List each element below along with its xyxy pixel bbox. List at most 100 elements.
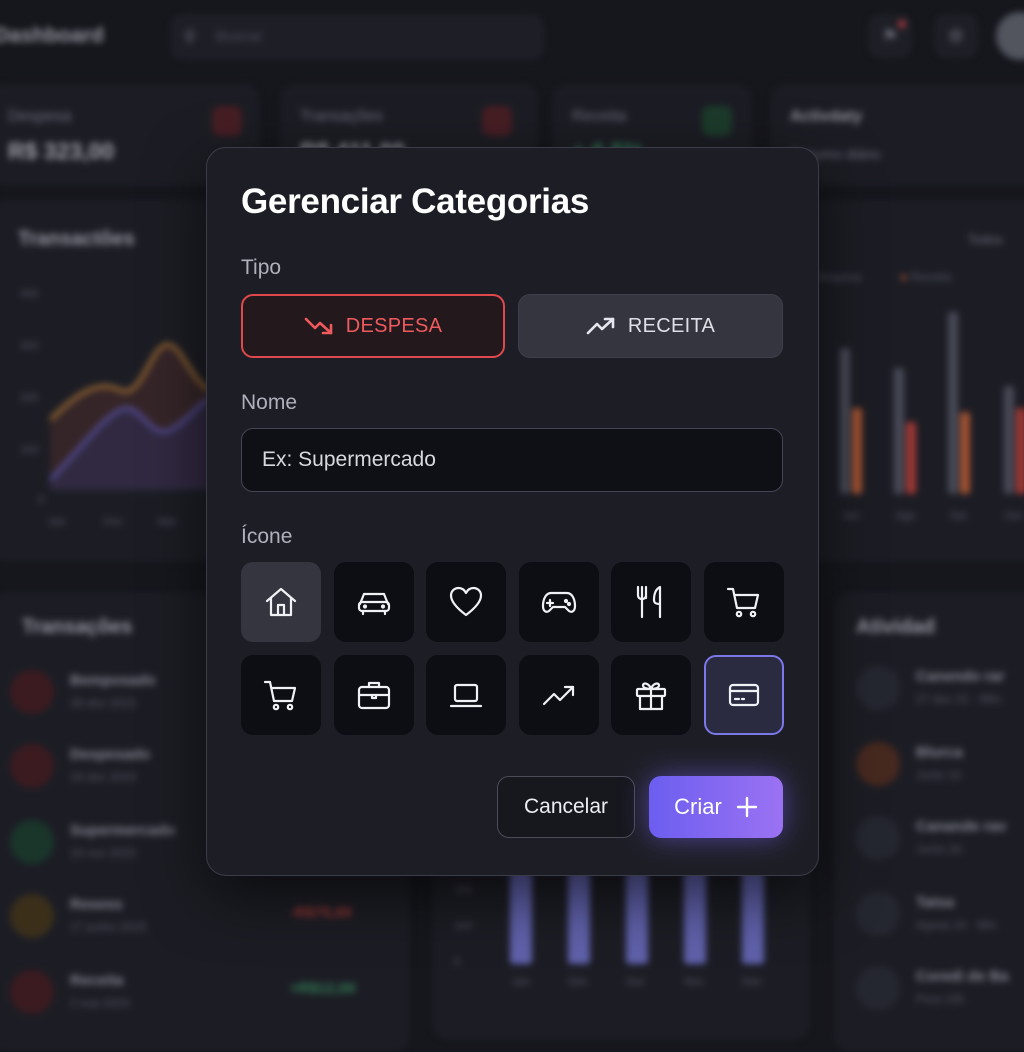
x-tick: Fev [104, 516, 123, 528]
bar [742, 870, 764, 964]
search-icon: ⚲ [184, 29, 196, 46]
x-tick: Jan [512, 976, 530, 988]
list-item[interactable]: Tatsa Agosa 1h · Min [856, 890, 1024, 940]
icon-option-gamepad[interactable] [519, 562, 599, 642]
y-tick: 100 [20, 444, 39, 456]
modal-title: Gerenciar Categorias [241, 182, 590, 221]
create-button[interactable]: Criar [649, 776, 783, 838]
y-tick: 200 [454, 884, 473, 896]
top-bar: Dashboard ⚲ Buscar ⚑ ⚙ [0, 0, 1024, 76]
notification-dot [898, 20, 906, 28]
bar [840, 348, 850, 494]
icon-option-gift[interactable] [611, 655, 691, 735]
item-name: Tatsa [916, 894, 955, 911]
list-item[interactable]: Despesado 19 dez 2023 [10, 742, 310, 792]
car-icon [10, 894, 54, 938]
item-name: Canande rav [916, 818, 1007, 835]
clock-icon [10, 744, 54, 788]
bar [684, 870, 706, 964]
image-icon [856, 816, 900, 860]
item-name: Bemposado [70, 672, 156, 689]
x-tick: Out [626, 976, 644, 988]
bar [906, 422, 916, 494]
icon-option-shopping-cart-2[interactable] [241, 655, 321, 735]
tag-icon [856, 892, 900, 936]
cancel-button[interactable]: Cancelar [497, 776, 635, 838]
icon-option-heart[interactable] [426, 562, 506, 642]
type-despesa-label: DESPESA [345, 314, 443, 337]
icon-option-utensils[interactable] [611, 562, 691, 642]
item-amount: -R$75,00 [290, 904, 352, 921]
list-item[interactable]: Canande rav Junio 2d [856, 814, 1024, 864]
avatar[interactable] [996, 12, 1024, 60]
type-label: Tipo [241, 256, 282, 279]
briefcase-icon [357, 681, 391, 710]
icon-option-credit-card[interactable] [704, 655, 784, 735]
list-item[interactable]: Canendo rar 27 dez 22 · Mlin [856, 664, 1024, 714]
image-icon [856, 666, 900, 710]
stat-label: Transações [300, 108, 383, 125]
list-item[interactable]: Bemposado 28 dez 2023 [10, 668, 310, 718]
filter-dropdown[interactable]: Todos [968, 232, 1003, 247]
stat-value: R$ 323,00 [8, 138, 115, 164]
y-tick: 0 [38, 494, 45, 506]
bar [1004, 386, 1014, 494]
icon-option-laptop[interactable] [426, 655, 506, 735]
y-tick: 0 [454, 956, 461, 968]
icon-option-home[interactable] [241, 562, 321, 642]
gift-icon [635, 682, 667, 711]
legend-item: ● Receita [900, 270, 952, 284]
notification-bell-icon[interactable]: ⚑ [868, 14, 912, 58]
search-bar[interactable]: ⚲ Buscar [170, 14, 544, 60]
name-label: Nome [241, 391, 298, 414]
x-tick: Nov [684, 976, 704, 988]
item-amount: +R$12,00 [290, 980, 356, 997]
laptop-icon [449, 683, 483, 708]
type-receita-button[interactable]: RECEITA [518, 294, 783, 358]
item-name: Despesado [70, 746, 151, 763]
y-tick: 200 [20, 392, 39, 404]
type-receita-label: RECEITA [627, 314, 716, 337]
item-name: Receita [70, 972, 124, 989]
list-item[interactable]: Resess 17 junho 2023 -R$75,00 [10, 892, 352, 942]
bar [1016, 408, 1024, 494]
item-name: Canendo rar [916, 668, 1005, 685]
icon-option-shopping-cart[interactable] [704, 562, 784, 642]
list-item[interactable]: Supermercado 16 nov 2023 [10, 818, 310, 868]
list-item[interactable]: Blurca Junio 1h [856, 740, 1024, 790]
y-tick: 300 [20, 340, 39, 352]
list-item[interactable]: Receita 2 mai 2023 +R$12,00 [10, 968, 355, 1018]
shopping-cart-icon [726, 587, 760, 618]
trash-icon [10, 670, 54, 714]
bar [894, 368, 904, 494]
gear-icon[interactable]: ⚙ [934, 14, 978, 58]
list-item[interactable]: Coredi de Ba Pora 10h [856, 964, 1024, 1014]
search-placeholder: Buscar [216, 28, 263, 45]
icon-option-trending-up[interactable] [519, 655, 599, 735]
x-tick: Jun [842, 510, 860, 522]
x-tick: Dez [742, 976, 762, 988]
name-input[interactable] [241, 428, 783, 492]
trending-up-icon [586, 317, 615, 335]
bar [626, 870, 648, 964]
bar [960, 412, 970, 494]
chart-title: Transactões [18, 228, 135, 250]
fire-icon [856, 742, 900, 786]
x-tick: Out [1004, 510, 1022, 522]
item-date: 16 nov 2023 [70, 846, 137, 860]
item-date: 28 dez 2023 [70, 696, 137, 710]
icon-option-car[interactable] [334, 562, 414, 642]
utensils-icon [636, 585, 662, 619]
icon-picker-grid [241, 562, 785, 736]
heart-icon [449, 586, 483, 617]
gamepad-icon [541, 591, 577, 613]
x-tick: Ago [896, 510, 916, 522]
type-despesa-button[interactable]: DESPESA [241, 294, 505, 358]
create-button-label: Criar [674, 794, 722, 819]
bar [852, 408, 862, 494]
item-date: 27 dez 22 · Mlin [916, 692, 1002, 706]
stat-label: Despesa [8, 108, 72, 125]
trending-down-icon [212, 106, 242, 136]
trending-down-icon [304, 317, 333, 335]
icon-option-briefcase[interactable] [334, 655, 414, 735]
